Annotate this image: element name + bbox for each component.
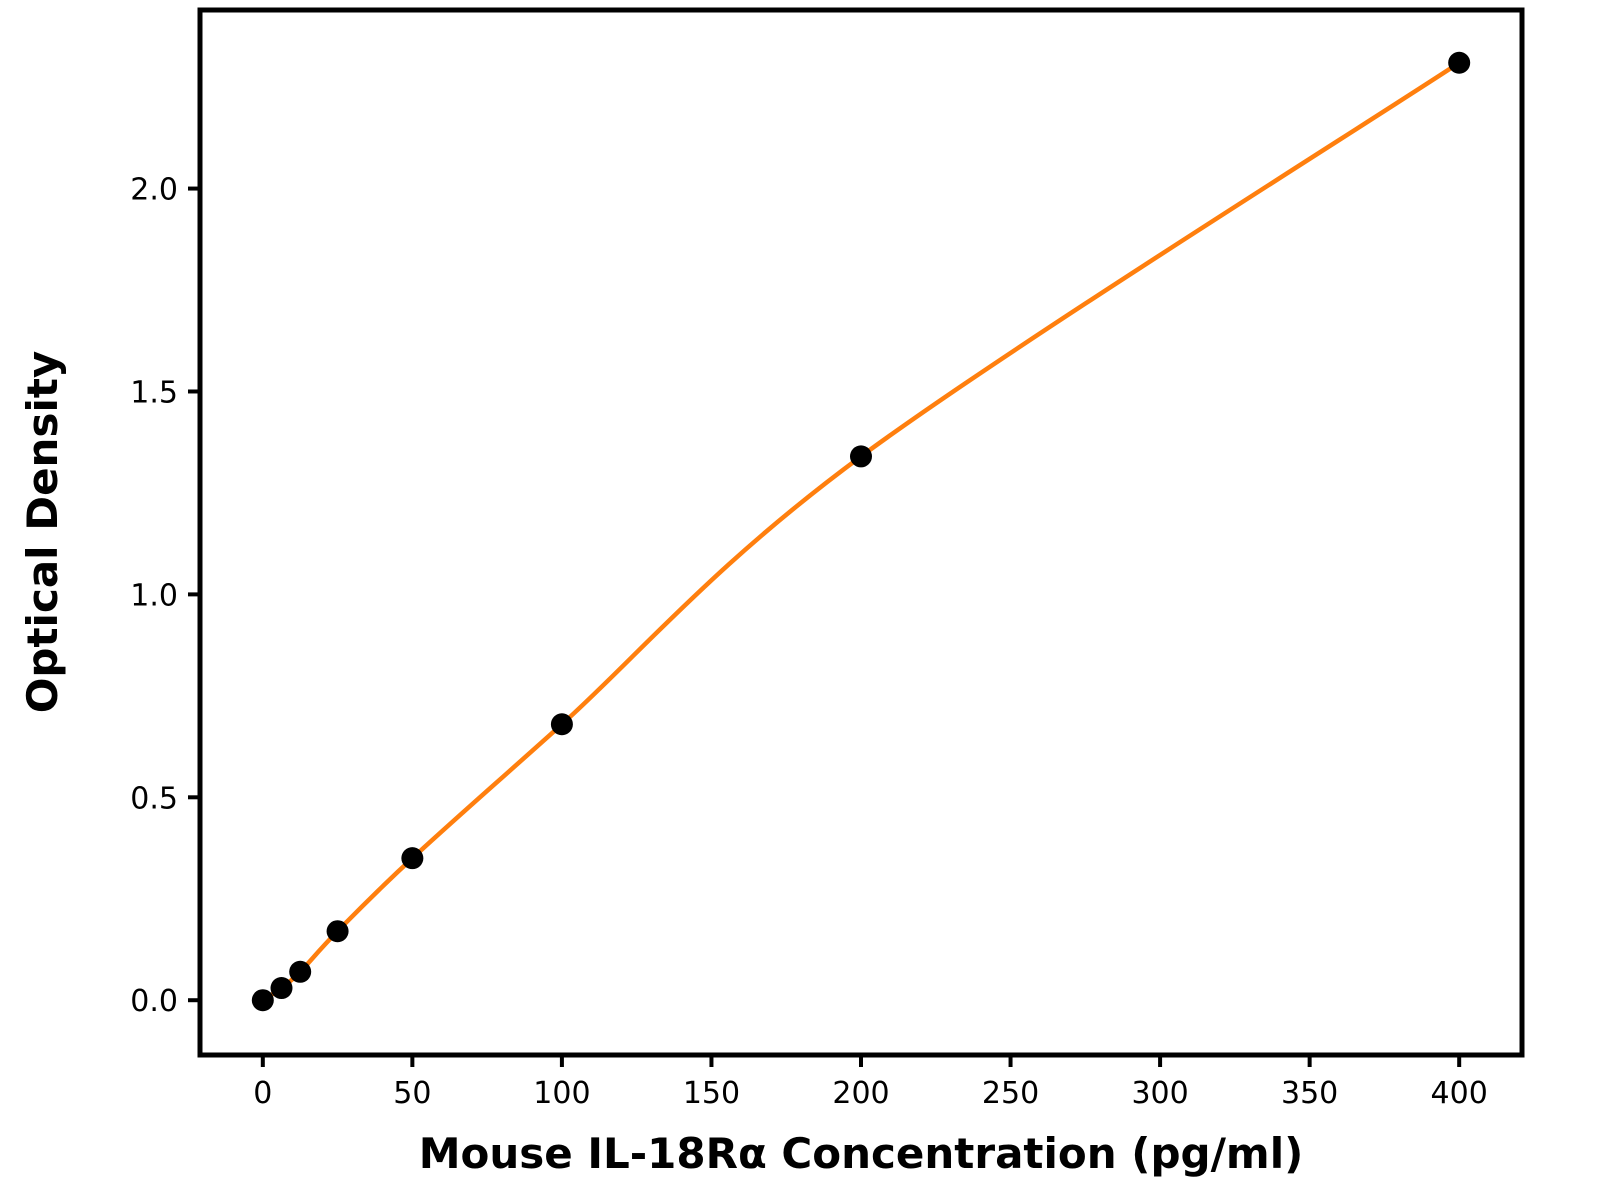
plot-border <box>197 7 1525 1058</box>
fit-curve-line <box>260 60 1462 1003</box>
x-tick-label: 150 <box>683 1076 740 1111</box>
data-point-marker <box>550 713 573 736</box>
x-tick-label: 400 <box>1431 1076 1488 1111</box>
plot-area: 0 50 100 150 200 250 300 350 400 0.0 0.5 1.0 1.5 2.0 <box>130 7 1525 1111</box>
x-tick-label: 100 <box>533 1076 590 1111</box>
y-tick-label: 1.5 <box>130 375 178 410</box>
data-point-marker <box>270 977 293 1000</box>
data-point-marker <box>1448 51 1471 74</box>
y-tick-label: 0.5 <box>130 781 178 816</box>
data-point-marker <box>850 445 872 468</box>
x-tick-label: 200 <box>832 1076 889 1111</box>
y-tick-label: 1.0 <box>130 578 178 613</box>
x-tick-label: 0 <box>253 1076 272 1111</box>
y-tick-label: 0.0 <box>130 984 178 1019</box>
x-axis-label: Mouse IL-18Rα Concentration (pg/ml) <box>419 1129 1304 1178</box>
data-point-marker <box>401 847 424 870</box>
y-axis-label: Optical Density <box>18 351 67 714</box>
x-tick-label: 350 <box>1281 1076 1338 1111</box>
x-tick-label: 300 <box>1131 1076 1188 1111</box>
x-tick-label: 50 <box>393 1076 431 1111</box>
x-tick-label: 250 <box>982 1076 1039 1111</box>
data-point-marker <box>251 989 274 1012</box>
data-point-marker <box>289 960 312 983</box>
y-tick-label: 2.0 <box>130 173 178 208</box>
data-point-marker <box>326 920 349 943</box>
